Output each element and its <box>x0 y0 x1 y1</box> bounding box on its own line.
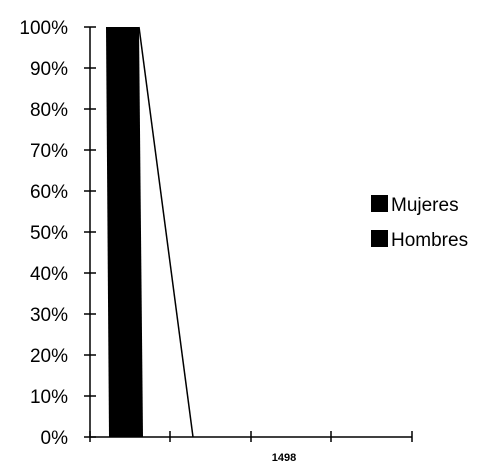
y-tick-label: 0% <box>41 428 69 449</box>
hombres-area <box>106 27 143 437</box>
y-tick-label: 30% <box>30 305 68 326</box>
x-tick-label: 1498 <box>272 452 296 464</box>
legend-swatch-hombres <box>371 230 388 247</box>
hombres-edge-line <box>138 26 194 438</box>
legend-label-hombres: Hombres <box>391 230 468 251</box>
y-tick-label: 80% <box>30 100 68 121</box>
y-tick-label: 90% <box>30 59 68 80</box>
y-tick-label: 50% <box>30 223 68 244</box>
x-axis: 1498 <box>89 431 413 464</box>
y-tick-label: 60% <box>30 182 68 203</box>
y-tick-label: 10% <box>30 387 68 408</box>
legend: Mujeres Hombres <box>359 186 490 254</box>
y-tick-label: 70% <box>30 141 68 162</box>
legend-label-mujeres: Mujeres <box>391 195 459 216</box>
y-tick-label: 100% <box>19 18 68 39</box>
y-tick-label: 40% <box>30 264 68 285</box>
y-axis: 0% 10% 20% 30% 40% 50% 60% 70% 80% 90% 100% <box>19 18 96 449</box>
plot-area <box>106 26 194 438</box>
y-tick-label: 20% <box>30 346 68 367</box>
legend-swatch-mujeres <box>371 195 388 212</box>
